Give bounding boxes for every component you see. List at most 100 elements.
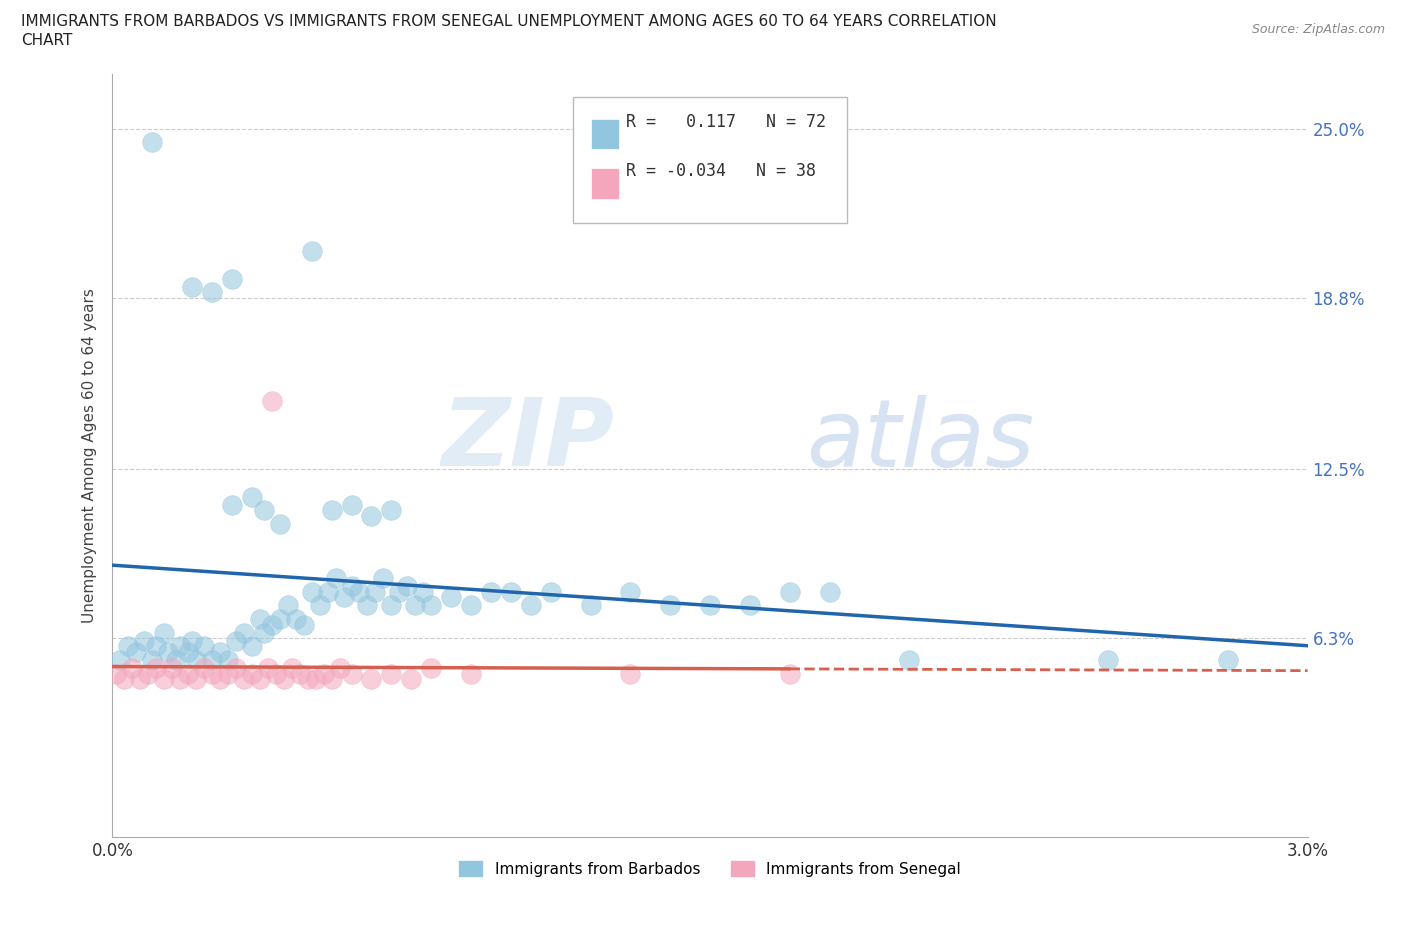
Point bbox=[292, 618, 315, 632]
Point bbox=[233, 625, 256, 640]
Point bbox=[380, 503, 402, 518]
Point bbox=[165, 653, 187, 668]
Point bbox=[340, 579, 363, 594]
Point bbox=[898, 653, 921, 668]
Point bbox=[301, 584, 323, 599]
Point bbox=[1216, 653, 1239, 668]
Point bbox=[181, 279, 204, 294]
Point bbox=[125, 644, 148, 659]
Point bbox=[269, 516, 291, 531]
Y-axis label: Unemployment Among Ages 60 to 64 years: Unemployment Among Ages 60 to 64 years bbox=[82, 288, 97, 623]
Point bbox=[659, 598, 682, 613]
Point bbox=[401, 671, 423, 686]
Point bbox=[221, 498, 243, 512]
Point bbox=[260, 618, 283, 632]
Point bbox=[145, 639, 167, 654]
Point bbox=[360, 508, 382, 523]
Point bbox=[253, 503, 276, 518]
Point bbox=[284, 612, 307, 627]
Point bbox=[221, 272, 243, 286]
Point bbox=[328, 660, 352, 675]
Point bbox=[779, 666, 801, 681]
Text: CHART: CHART bbox=[21, 33, 73, 47]
Point bbox=[373, 571, 395, 586]
Point bbox=[225, 633, 247, 648]
Point bbox=[201, 285, 224, 299]
Point bbox=[201, 653, 224, 668]
Point bbox=[153, 625, 176, 640]
Point bbox=[240, 489, 263, 504]
Point bbox=[129, 671, 152, 686]
Point bbox=[325, 571, 347, 586]
Point bbox=[177, 666, 200, 681]
Point bbox=[332, 590, 354, 604]
Point bbox=[186, 671, 208, 686]
Point bbox=[364, 584, 387, 599]
Point bbox=[380, 666, 402, 681]
Point bbox=[499, 584, 522, 599]
Point bbox=[380, 598, 402, 613]
Point bbox=[388, 584, 411, 599]
Point bbox=[356, 598, 378, 613]
Point bbox=[297, 671, 319, 686]
Point bbox=[288, 666, 311, 681]
Point bbox=[308, 598, 330, 613]
Point bbox=[440, 590, 463, 604]
Point bbox=[273, 671, 295, 686]
Point bbox=[114, 671, 135, 686]
Point bbox=[138, 666, 160, 681]
Text: Source: ZipAtlas.com: Source: ZipAtlas.com bbox=[1251, 23, 1385, 36]
Text: ZIP: ZIP bbox=[441, 394, 614, 486]
Point bbox=[738, 598, 761, 613]
Text: R = -0.034   N = 38: R = -0.034 N = 38 bbox=[627, 162, 817, 180]
Point bbox=[420, 598, 443, 613]
Point bbox=[479, 584, 502, 599]
Point bbox=[193, 639, 215, 654]
Text: atlas: atlas bbox=[806, 395, 1033, 486]
Point bbox=[209, 644, 232, 659]
Point bbox=[404, 598, 426, 613]
Legend: Immigrants from Barbados, Immigrants from Senegal: Immigrants from Barbados, Immigrants fro… bbox=[453, 855, 967, 883]
Point bbox=[349, 584, 371, 599]
Point bbox=[177, 644, 200, 659]
Text: IMMIGRANTS FROM BARBADOS VS IMMIGRANTS FROM SENEGAL UNEMPLOYMENT AMONG AGES 60 T: IMMIGRANTS FROM BARBADOS VS IMMIGRANTS F… bbox=[21, 14, 997, 29]
Point bbox=[201, 666, 224, 681]
Point bbox=[420, 660, 443, 675]
Point bbox=[249, 612, 271, 627]
Point bbox=[779, 584, 801, 599]
Point bbox=[312, 666, 335, 681]
Point bbox=[316, 584, 339, 599]
Point bbox=[233, 671, 256, 686]
Point bbox=[460, 598, 482, 613]
Point bbox=[169, 639, 191, 654]
Point bbox=[105, 666, 128, 681]
Point bbox=[321, 671, 343, 686]
Point bbox=[396, 579, 419, 594]
FancyBboxPatch shape bbox=[572, 98, 848, 223]
Bar bbox=[591, 119, 619, 149]
Point bbox=[240, 639, 263, 654]
Point bbox=[141, 135, 163, 150]
Point bbox=[460, 666, 482, 681]
Point bbox=[225, 660, 247, 675]
Point bbox=[217, 653, 239, 668]
Point bbox=[181, 633, 204, 648]
Point bbox=[360, 671, 382, 686]
Point bbox=[699, 598, 721, 613]
Point bbox=[579, 598, 602, 613]
Point bbox=[277, 598, 299, 613]
Point bbox=[157, 644, 180, 659]
Point bbox=[141, 653, 163, 668]
Point bbox=[264, 666, 287, 681]
Point bbox=[1097, 653, 1119, 668]
Point bbox=[281, 660, 304, 675]
Point bbox=[110, 653, 132, 668]
Point bbox=[121, 660, 143, 675]
Bar bbox=[591, 168, 619, 199]
Point bbox=[217, 666, 239, 681]
Point bbox=[193, 660, 215, 675]
Point bbox=[340, 498, 363, 512]
Point bbox=[253, 625, 276, 640]
Point bbox=[153, 671, 176, 686]
Point bbox=[249, 671, 271, 686]
